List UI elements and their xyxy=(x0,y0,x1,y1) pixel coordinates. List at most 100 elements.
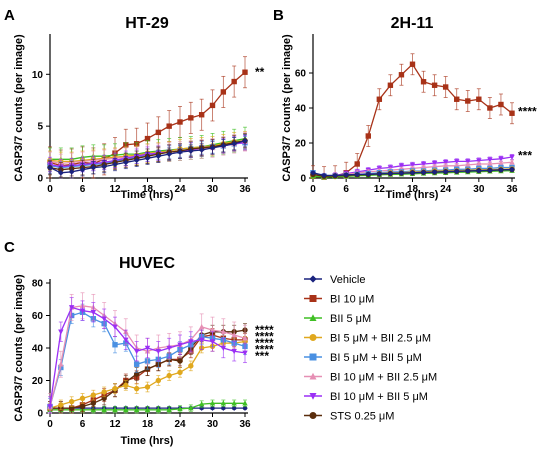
x-tick-label: 30 xyxy=(207,419,219,430)
legend-item-bii5: BII 5 μM xyxy=(304,313,371,325)
data-point xyxy=(188,363,194,369)
panel-title: 2H-11 xyxy=(391,15,434,32)
series-vehicle xyxy=(310,166,515,179)
data-point xyxy=(365,133,371,139)
data-point xyxy=(166,123,172,129)
data-point xyxy=(376,171,383,177)
data-point xyxy=(101,316,107,322)
data-point xyxy=(354,171,361,178)
data-point xyxy=(242,69,248,75)
data-point xyxy=(310,169,316,176)
panel-ht-29: A HT-29 CASP3/7 counts (per image) Time (hr… xyxy=(4,7,265,201)
data-point xyxy=(58,170,64,176)
legend-label: BI 10 μM + BII 5 μM xyxy=(330,391,428,403)
y-tick-label: 0 xyxy=(37,174,43,185)
y-tick-label: 10 xyxy=(32,70,44,81)
data-point xyxy=(155,406,162,412)
data-point xyxy=(144,345,151,351)
data-point xyxy=(58,329,64,335)
data-point xyxy=(431,160,438,167)
data-point xyxy=(465,98,471,104)
data-point xyxy=(155,377,162,384)
legend-item-vehicle: Vehicle xyxy=(304,274,365,286)
data-point xyxy=(209,400,216,406)
panel-huvec: C HUVEC CASP3/7 counts (per image) Time (hr… xyxy=(4,239,274,447)
data-point xyxy=(242,137,248,144)
y-axis-label: CASP3/7 counts (per image) xyxy=(13,34,25,182)
data-point xyxy=(112,385,118,392)
legend-marker xyxy=(309,372,317,380)
data-point xyxy=(242,335,248,341)
data-point xyxy=(112,324,118,330)
data-point xyxy=(220,400,227,406)
legend-marker xyxy=(309,295,317,302)
data-point xyxy=(387,82,394,88)
panel-title: HUVEC xyxy=(119,255,175,272)
x-tick-label: 0 xyxy=(47,184,53,195)
data-point xyxy=(101,389,107,395)
data-point xyxy=(198,112,205,118)
legend-label: STS 0.25 μM xyxy=(330,411,394,423)
data-point xyxy=(188,115,194,121)
data-point xyxy=(177,119,183,125)
legend-label: BI 5 μM + BII 5 μM xyxy=(330,352,422,364)
significance-mark: ** xyxy=(255,65,265,79)
data-point xyxy=(220,345,227,351)
data-point xyxy=(68,168,75,175)
data-point xyxy=(79,395,86,402)
data-point xyxy=(133,361,140,367)
significance-mark: *** xyxy=(255,349,269,363)
data-point xyxy=(101,406,107,412)
data-point xyxy=(498,101,504,108)
data-point xyxy=(409,61,416,67)
data-point xyxy=(487,105,493,111)
y-tick-label: 20 xyxy=(32,376,44,387)
data-point xyxy=(464,168,471,174)
data-point xyxy=(431,169,438,175)
y-tick-label: 60 xyxy=(32,311,44,322)
data-point xyxy=(442,84,449,90)
x-tick-label: 30 xyxy=(473,184,485,195)
data-point xyxy=(123,337,129,343)
data-point xyxy=(454,96,460,102)
data-point xyxy=(476,161,482,167)
y-tick-label: 40 xyxy=(295,104,307,115)
data-point xyxy=(112,161,118,168)
data-point xyxy=(231,332,237,338)
panel-2h-11: B 2H-11 CASP3/7 counts (per image) Time (hr… xyxy=(273,7,537,201)
data-point xyxy=(442,160,449,166)
data-point xyxy=(476,167,482,174)
data-point xyxy=(465,159,471,165)
data-point xyxy=(209,102,216,109)
y-tick-label: 40 xyxy=(32,344,44,355)
x-tick-label: 18 xyxy=(142,419,154,430)
y-axis-label: CASP3/7 counts (per image) xyxy=(13,274,25,422)
y-tick-label: 80 xyxy=(32,279,44,290)
data-point xyxy=(90,400,97,406)
data-point xyxy=(420,169,427,176)
data-point xyxy=(133,385,140,392)
data-point xyxy=(231,140,237,147)
data-point xyxy=(465,161,471,168)
x-tick-label: 24 xyxy=(174,184,186,195)
data-point xyxy=(231,349,237,355)
data-point xyxy=(220,89,227,95)
data-point xyxy=(144,406,151,412)
data-point xyxy=(476,158,482,164)
data-point xyxy=(198,405,205,411)
data-point xyxy=(177,149,183,155)
x-tick-label: 36 xyxy=(506,184,518,195)
data-point xyxy=(453,168,460,175)
data-point xyxy=(509,159,515,165)
significance-mark: **** xyxy=(255,330,274,344)
data-point xyxy=(177,405,183,412)
data-point xyxy=(47,404,53,410)
data-point xyxy=(420,79,427,85)
data-point xyxy=(79,403,86,410)
data-point xyxy=(498,156,504,162)
x-axis-label: Time (hrs) xyxy=(121,189,174,201)
data-point xyxy=(58,361,64,367)
data-point xyxy=(188,405,194,411)
significance-mark: **** xyxy=(255,323,274,337)
